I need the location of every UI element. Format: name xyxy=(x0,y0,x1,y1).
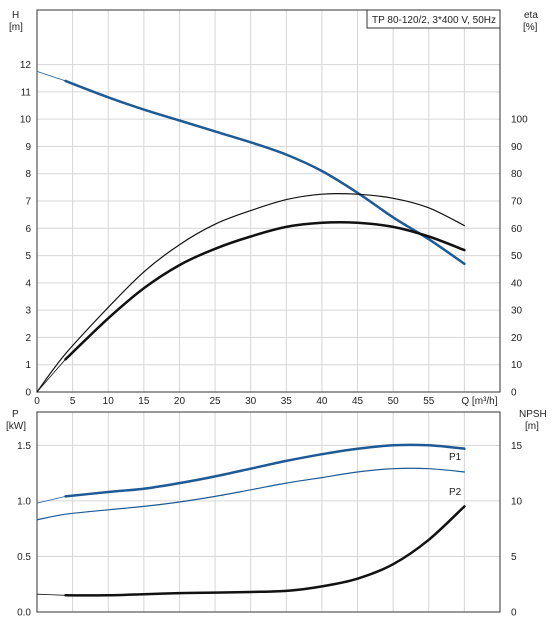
x-tick-label: Q [m³/h] xyxy=(461,396,497,407)
top-eta-lower-extension xyxy=(36,359,66,393)
bottom-series-group xyxy=(36,443,466,597)
top-eta-upper-curve xyxy=(36,193,465,393)
h-tick-label: 0 xyxy=(25,388,31,399)
eta-tick-label: 40 xyxy=(511,278,523,289)
x-tick-label: 5 xyxy=(70,396,76,407)
h-tick-label: 9 xyxy=(25,142,31,153)
x-tick-label: 40 xyxy=(316,396,328,407)
legend-p1: P1 xyxy=(449,452,462,463)
chart-title-box xyxy=(366,9,501,29)
npsh-tick-label: 0 xyxy=(511,608,517,619)
h-tick-label: 1 xyxy=(25,360,31,371)
bottom-npsh-curve xyxy=(64,505,466,597)
h-tick-label: 11 xyxy=(21,87,32,98)
p-axis-unit: [kW] xyxy=(6,421,26,432)
bottom-p1-extension xyxy=(36,496,66,504)
legend-p2: P2 xyxy=(449,487,462,498)
h-tick-label: 12 xyxy=(20,60,32,71)
eta-axis-unit: [%] xyxy=(523,22,538,33)
eta-tick-label: 0 xyxy=(511,388,517,399)
h-axis-label: H xyxy=(12,10,19,21)
h-tick-label: 10 xyxy=(20,115,32,126)
h-tick-label: 4 xyxy=(25,278,31,289)
h-axis-unit: [m] xyxy=(9,22,23,33)
eta-tick-label: 90 xyxy=(511,142,523,153)
top-eta-lower-curve xyxy=(64,221,466,361)
bottom-plot-frame xyxy=(36,411,501,613)
h-tick-label: 7 xyxy=(25,197,31,208)
eta-tick-label: 70 xyxy=(511,197,523,208)
p-tick-label: 0.0 xyxy=(17,608,31,619)
h-tick-label: 8 xyxy=(25,169,31,180)
npsh-axis-unit: [m] xyxy=(525,421,539,432)
npsh-tick-label: 15 xyxy=(511,441,523,452)
npsh-tick-label: 10 xyxy=(511,496,523,507)
bottom-tick-labels: 0.0 0.5 1.0 1.5 0 5 10 15 xyxy=(17,441,522,619)
h-tick-label: 3 xyxy=(25,306,31,317)
top-tick-labels: 0 5 10 15 20 25 30 35 40 45 50 55 Q [m³/h]0123456789… xyxy=(20,60,528,407)
x-tick-label: 50 xyxy=(388,396,400,407)
chart-title: TP 80-120/2, 3*400 V, 50Hz xyxy=(372,15,496,26)
p-tick-label: 0.5 xyxy=(17,552,31,563)
x-tick-label: 55 xyxy=(423,396,435,407)
x-tick-label: 10 xyxy=(103,396,115,407)
x-tick-label: 45 xyxy=(352,396,364,407)
h-tick-label: 6 xyxy=(25,224,31,235)
bottom-npsh-extension xyxy=(36,593,66,596)
x-tick-label: 35 xyxy=(281,396,293,407)
eta-tick-label: 20 xyxy=(511,333,523,344)
x-tick-label: 20 xyxy=(174,396,186,407)
top-h-curve xyxy=(64,79,466,266)
p-axis-label: P xyxy=(12,409,19,420)
top-plot-frame xyxy=(36,9,501,393)
eta-tick-label: 10 xyxy=(511,360,523,371)
eta-tick-label: 30 xyxy=(511,306,523,317)
bottom-p1-curve xyxy=(64,443,466,498)
top-plot-grid xyxy=(37,10,500,392)
top-series-group xyxy=(36,71,466,393)
eta-tick-label: 50 xyxy=(511,251,523,262)
eta-tick-label: 80 xyxy=(511,169,523,180)
p-tick-label: 1.0 xyxy=(17,496,31,507)
npsh-axis-label: NPSH xyxy=(519,409,547,420)
bottom-plot-grid xyxy=(37,412,500,612)
x-tick-label: 25 xyxy=(210,396,222,407)
bottom-p2-curve xyxy=(36,467,465,521)
top-h-extension xyxy=(36,71,66,82)
eta-axis-label: eta xyxy=(524,10,538,21)
x-tick-label: 15 xyxy=(138,396,150,407)
p-tick-label: 1.5 xyxy=(17,441,31,452)
h-tick-label: 5 xyxy=(25,251,31,262)
h-tick-label: 2 xyxy=(25,333,31,344)
eta-tick-label: 60 xyxy=(511,224,523,235)
x-tick-label: 0 xyxy=(34,396,40,407)
eta-tick-label: 100 xyxy=(511,115,528,126)
npsh-tick-label: 5 xyxy=(511,552,517,563)
x-tick-label: 30 xyxy=(245,396,257,407)
